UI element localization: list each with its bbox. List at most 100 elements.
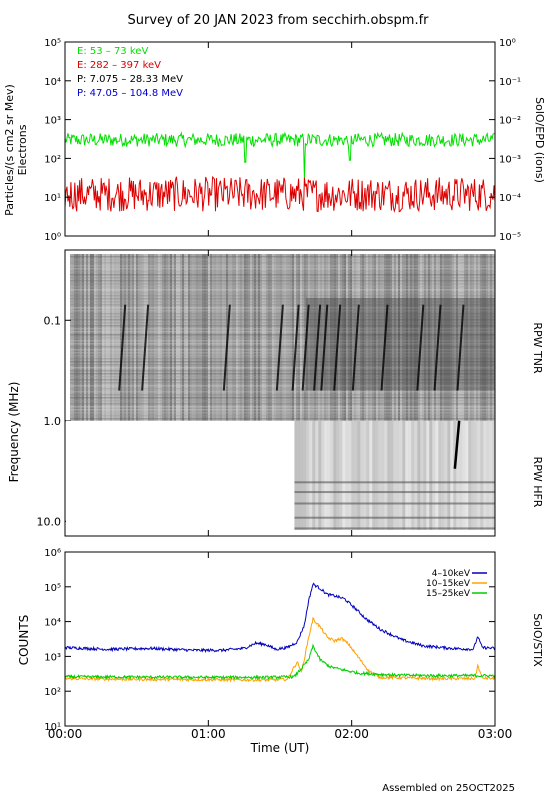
epd-series-1 — [65, 176, 495, 213]
hfr-column — [465, 420, 469, 530]
tnr-column — [98, 254, 100, 421]
hfr-column — [384, 420, 388, 530]
tnr-column — [106, 254, 108, 421]
rpw-ytick-label: 0.1 — [44, 314, 62, 327]
rpw-ytick-label: 1.0 — [44, 415, 62, 428]
hfr-column — [390, 420, 394, 530]
epd-frame — [64, 41, 496, 237]
hfr-column — [447, 420, 451, 530]
tnr-column — [166, 254, 168, 421]
tnr-column — [322, 254, 324, 421]
tnr-column — [256, 254, 258, 421]
tnr-column — [348, 254, 350, 421]
hfr-column — [387, 420, 391, 530]
epd-ytick-label: 10⁴ — [44, 77, 61, 88]
tnr-column — [334, 254, 336, 421]
hfr-column — [363, 420, 367, 530]
hfr-column — [408, 420, 412, 530]
tnr-column — [252, 254, 254, 421]
tnr-column — [338, 254, 340, 421]
tnr-column — [374, 254, 376, 421]
tnr-column — [172, 254, 174, 421]
radio-burst — [275, 304, 284, 391]
tnr-band — [70, 400, 495, 402]
tnr-column — [278, 254, 280, 421]
tnr-column — [186, 254, 188, 421]
tnr-column — [464, 254, 466, 421]
tnr-column — [220, 254, 222, 421]
tnr-column — [218, 254, 220, 421]
tnr-column — [466, 254, 468, 421]
xtick-label: 03:00 — [478, 727, 513, 741]
tnr-column — [318, 254, 320, 421]
hfr-no-data — [66, 420, 295, 535]
hfr-column — [414, 420, 418, 530]
tnr-band — [70, 274, 495, 276]
tnr-column — [450, 254, 452, 421]
tnr-column — [140, 254, 142, 421]
tnr-column — [266, 254, 268, 421]
radio-burst — [301, 304, 310, 391]
hfr-column — [438, 420, 442, 530]
tnr-column — [330, 254, 332, 421]
tnr-column — [454, 254, 456, 421]
tnr-column — [342, 254, 344, 421]
rpw-frame — [64, 249, 496, 537]
hfr-column — [330, 420, 334, 530]
tnr-column — [120, 254, 122, 421]
tnr-column — [360, 254, 362, 421]
tnr-column — [170, 254, 172, 421]
stix-ytick-label: 10⁴ — [44, 618, 61, 629]
hfr-column — [318, 420, 322, 530]
tnr-column — [206, 254, 208, 421]
tnr-column — [258, 254, 260, 421]
tnr-band — [70, 388, 495, 390]
tnr-column — [270, 254, 272, 421]
tnr-column — [162, 254, 164, 421]
tnr-band — [70, 298, 495, 300]
hfr-column — [450, 420, 454, 530]
tnr-band — [70, 280, 495, 282]
tnr-column — [260, 254, 262, 421]
hfr-column — [294, 420, 298, 530]
tnr-band — [70, 292, 495, 294]
footer-assembled: Assembled on 25OCT2025 — [382, 783, 515, 794]
tnr-column — [456, 254, 458, 421]
tnr-column — [488, 254, 490, 421]
tnr-column — [210, 254, 212, 421]
stix-ytick-label: 10¹ — [44, 722, 61, 733]
tnr-column — [436, 254, 438, 421]
tnr-column — [208, 254, 210, 421]
tnr-column — [294, 254, 296, 421]
tnr-column — [432, 254, 434, 421]
tnr-band — [70, 349, 495, 351]
tnr-column — [346, 254, 348, 421]
tnr-column — [424, 254, 426, 421]
tnr-column — [192, 254, 194, 421]
hfr-column — [432, 420, 436, 530]
epd-y2tick-label: 10⁰ — [499, 38, 516, 49]
tnr-column — [440, 254, 442, 421]
tnr-column — [198, 254, 200, 421]
tnr-column — [372, 254, 374, 421]
stix-legend-label: 4–10keV — [432, 569, 471, 579]
tnr-column — [416, 254, 418, 421]
tnr-column — [100, 254, 102, 421]
hfr-column — [486, 420, 490, 530]
tnr-band — [70, 265, 495, 267]
hfr-column — [324, 420, 328, 530]
tnr-column — [136, 254, 138, 421]
tnr-column — [90, 254, 92, 421]
tnr-band — [70, 376, 495, 378]
tnr-column — [470, 254, 472, 421]
tnr-column — [188, 254, 190, 421]
tnr-band — [70, 394, 495, 396]
tnr-column — [236, 254, 238, 421]
tnr-column — [442, 254, 444, 421]
hfr-column — [462, 420, 466, 530]
tnr-column — [368, 254, 370, 421]
tnr-column — [84, 254, 86, 421]
epd-ytick-label: 10⁵ — [44, 38, 61, 49]
tnr-column — [204, 254, 206, 421]
